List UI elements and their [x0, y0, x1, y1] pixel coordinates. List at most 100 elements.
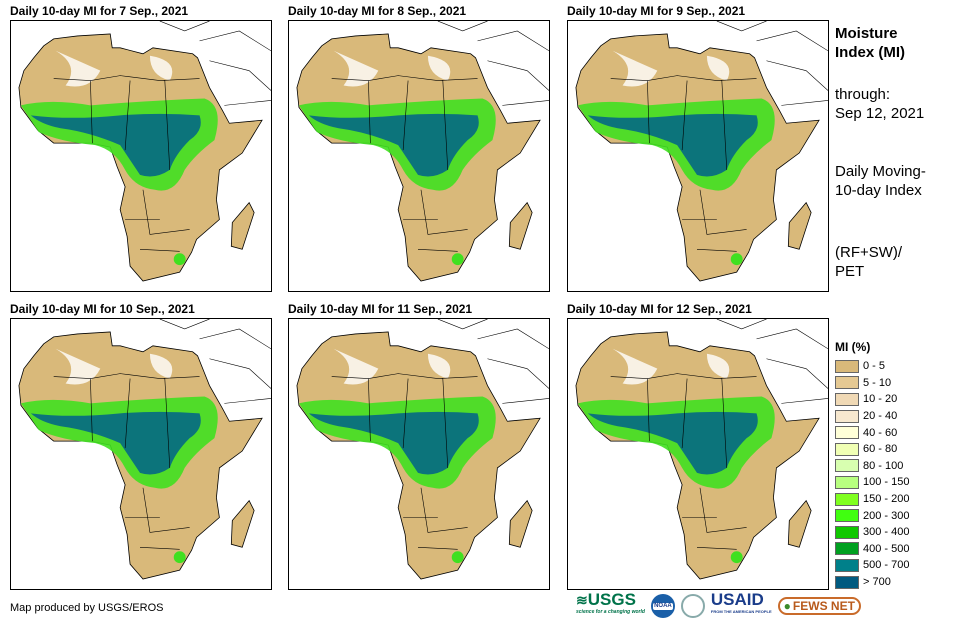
dry-areas	[55, 50, 173, 87]
middle-east-borders	[159, 21, 271, 106]
map-panel: Daily 10-day MI for 7 Sep., 2021	[10, 4, 272, 294]
legend-swatch	[835, 525, 859, 539]
africa-moisture-map	[575, 319, 828, 580]
wet-spot-south	[730, 551, 743, 564]
legend-swatch	[835, 426, 859, 440]
madagascar	[508, 201, 533, 250]
usgs-logo: ≋USGS science for a changing world	[576, 590, 645, 615]
legend-item: 300 - 400	[835, 524, 909, 541]
legend-swatch	[835, 459, 859, 473]
legend-item: 80 - 100	[835, 458, 909, 475]
africa-moisture-map	[296, 319, 549, 580]
legend-label: 20 - 40	[863, 410, 898, 423]
panel-title: Daily 10-day MI for 9 Sep., 2021	[567, 4, 746, 18]
legend-label: 100 - 150	[863, 476, 910, 489]
middle-east-borders	[716, 319, 828, 404]
madagascar	[508, 499, 533, 548]
legend-title: MI (%)	[835, 340, 871, 354]
index-description: Daily Moving-10-day Index	[835, 163, 926, 199]
dry-areas	[333, 50, 451, 87]
formula-text: (RF+SW)/ PET	[835, 244, 903, 280]
dry-areas	[612, 50, 730, 87]
legend-swatch	[835, 442, 859, 456]
legend-label: 80 - 100	[863, 459, 904, 472]
legend-item: 20 - 40	[835, 408, 909, 425]
legend-swatch	[835, 492, 859, 506]
legend-swatch	[835, 542, 859, 556]
usaid-logo: USAID FROM THE AMERICAN PEOPLE	[710, 590, 772, 614]
wet-spot-south	[173, 253, 186, 266]
legend-label: 40 - 60	[863, 426, 898, 439]
africa-map	[288, 20, 550, 292]
map-panel: Daily 10-day MI for 10 Sep., 2021	[10, 302, 272, 592]
legend-label: 10 - 20	[863, 393, 898, 406]
middle-east-borders	[716, 21, 828, 106]
country-borders	[53, 75, 200, 252]
through-label: through:	[835, 86, 891, 103]
legend-item: 40 - 60	[835, 424, 909, 441]
dry-areas	[55, 348, 173, 385]
wet-spot-south	[173, 551, 186, 564]
country-borders	[331, 373, 478, 550]
map-panel: Daily 10-day MI for 12 Sep., 2021	[567, 302, 829, 592]
legend-item: 5 - 10	[835, 375, 909, 392]
logo-strip: ≋USGS science for a changing world NOAA …	[576, 590, 861, 618]
dry-areas	[612, 348, 730, 385]
map-panel: Daily 10-day MI for 9 Sep., 2021	[567, 4, 829, 294]
map-panel: Daily 10-day MI for 8 Sep., 2021	[288, 4, 550, 294]
very-wet-core	[30, 411, 201, 475]
legend-swatch	[835, 509, 859, 523]
panel-title: Daily 10-day MI for 8 Sep., 2021	[288, 4, 467, 18]
moisture-index-heading: Moisture Index (MI)	[835, 25, 905, 61]
middle-east-borders	[437, 319, 549, 404]
legend-label: > 700	[863, 576, 891, 589]
very-wet-core	[30, 113, 201, 177]
country-borders	[331, 75, 478, 252]
legend-swatch	[835, 392, 859, 406]
noaa-logo: NOAA	[650, 594, 675, 618]
panel-title: Daily 10-day MI for 10 Sep., 2021	[10, 302, 195, 316]
legend-label: 400 - 500	[863, 542, 910, 555]
very-wet-core	[587, 113, 758, 177]
africa-map	[10, 20, 272, 292]
panel-title: Daily 10-day MI for 11 Sep., 2021	[288, 302, 473, 316]
legend-item: 200 - 300	[835, 507, 909, 524]
legend-item: 0 - 5	[835, 358, 909, 375]
africa-moisture-map	[296, 21, 549, 282]
legend-swatch	[835, 359, 859, 373]
panel-title: Daily 10-day MI for 12 Sep., 2021	[567, 302, 752, 316]
country-borders	[53, 373, 200, 550]
africa-map	[10, 318, 272, 590]
middle-east-borders	[159, 319, 271, 404]
legend-label: 150 - 200	[863, 493, 910, 506]
legend-label: 0 - 5	[863, 360, 886, 373]
dry-areas	[333, 348, 451, 385]
legend-label: 200 - 300	[863, 509, 910, 522]
very-wet-core	[308, 113, 479, 177]
very-wet-core	[587, 411, 758, 475]
madagascar	[787, 499, 812, 548]
legend-label: 300 - 400	[863, 526, 910, 539]
africa-moisture-map	[575, 21, 828, 282]
africa-map	[288, 318, 550, 590]
legend-item: 400 - 500	[835, 541, 909, 558]
legend-label: 5 - 10	[863, 376, 892, 389]
legend-item: 100 - 150	[835, 474, 909, 491]
legend-item: > 700	[835, 574, 909, 591]
wet-spot-south	[451, 551, 464, 564]
legend-item: 150 - 200	[835, 491, 909, 508]
madagascar	[230, 499, 255, 548]
legend: MI (%) 0 - 5 5 - 10 10 - 20 20 - 40 40 - 60 6…	[835, 340, 909, 590]
africa-moisture-map	[18, 21, 271, 282]
legend-swatch	[835, 409, 859, 423]
middle-east-borders	[437, 21, 549, 106]
legend-label: 60 - 80	[863, 443, 898, 456]
legend-swatch	[835, 558, 859, 572]
wet-spot-south	[451, 253, 464, 266]
through-date: Sep 12, 2021	[835, 105, 925, 122]
fews-net-logo: ● FEWS NET	[777, 597, 861, 615]
africa-moisture-map	[18, 319, 271, 580]
legend-item: 500 - 700	[835, 557, 909, 574]
map-panel: Daily 10-day MI for 11 Sep., 2021	[288, 302, 550, 592]
country-borders	[610, 75, 757, 252]
